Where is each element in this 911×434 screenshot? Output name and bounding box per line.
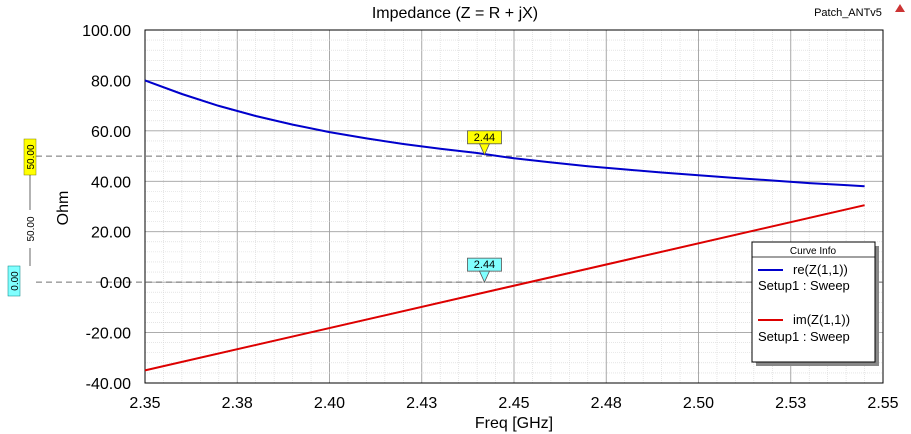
legend-title: Curve Info <box>790 246 837 257</box>
y-tick-label: 40.00 <box>91 174 131 191</box>
x-tick-label: 2.48 <box>591 395 622 412</box>
ref-indicator-0[interactable]: 0.00 <box>7 265 21 297</box>
x-tick-label: 2.53 <box>775 395 806 412</box>
y-tick-label: 0.00 <box>100 275 131 292</box>
x-tick-label: 2.35 <box>129 395 160 412</box>
series-line-im[interactable] <box>144 204 865 372</box>
y-tick-labels: 100.00 80.00 60.00 40.00 20.00 0.00 -20.00 -40.… <box>82 23 131 393</box>
y-tick-label: -40.00 <box>86 376 131 393</box>
reference-lines <box>36 155 883 283</box>
markers: 2.44 2.44 <box>467 130 502 284</box>
legend-entry-re[interactable]: re(Z(1,1)) Setup1 : Sweep <box>758 262 850 293</box>
project-name: Patch_ANTv5 <box>814 7 882 19</box>
x-tick-label: 2.43 <box>406 395 437 412</box>
y-tick-label: 100.00 <box>82 23 131 40</box>
marker-label: 2.44 <box>474 132 495 144</box>
legend[interactable]: Curve Info re(Z(1,1)) Setup1 : Sweep im(… <box>751 241 879 366</box>
marker-pointer <box>478 143 491 156</box>
x-tick-labels: 2.35 2.38 2.40 2.43 2.45 2.48 2.50 2.53 2.55 <box>129 395 898 412</box>
series-lines <box>144 79 865 372</box>
legend-setup-im: Setup1 : Sweep <box>758 329 850 344</box>
legend-label-im: im(Z(1,1)) <box>793 312 850 327</box>
x-tick-label: 2.45 <box>498 395 529 412</box>
legend-entry-im[interactable]: im(Z(1,1)) Setup1 : Sweep <box>758 312 850 344</box>
ref-50-badge-label: 50.00 <box>26 144 37 169</box>
x-axis-label: Freq [GHz] <box>475 415 553 432</box>
chart-title: Impedance (Z = R + jX) <box>372 5 538 22</box>
ansys-logo-icon <box>895 4 905 12</box>
plot-frame <box>144 29 884 384</box>
y-tick-label: 80.00 <box>91 73 131 90</box>
ref-axis-label: 50.00 <box>26 216 37 241</box>
y-tick-label: 20.00 <box>91 225 131 242</box>
ref-axis-indicator: 50.00 <box>26 175 37 266</box>
marker-pointer <box>478 270 491 284</box>
series-line-re[interactable] <box>144 79 865 188</box>
x-tick-label: 2.40 <box>314 395 345 412</box>
ref-0-badge-label: 0.00 <box>10 271 21 291</box>
ref-indicator-50[interactable]: 50.00 <box>23 138 37 176</box>
y-tick-label: -20.00 <box>86 326 131 343</box>
marker-1[interactable]: 2.44 <box>467 257 502 284</box>
marker-0[interactable]: 2.44 <box>467 130 502 156</box>
x-tick-label: 2.38 <box>222 395 253 412</box>
legend-label-re: re(Z(1,1)) <box>793 262 848 277</box>
y-axis-label: Ohm <box>55 191 72 226</box>
marker-label: 2.44 <box>474 259 495 271</box>
x-tick-label: 2.55 <box>867 395 898 412</box>
x-tick-label: 2.50 <box>683 395 714 412</box>
y-tick-label: 60.00 <box>91 124 131 141</box>
legend-setup-re: Setup1 : Sweep <box>758 278 850 293</box>
